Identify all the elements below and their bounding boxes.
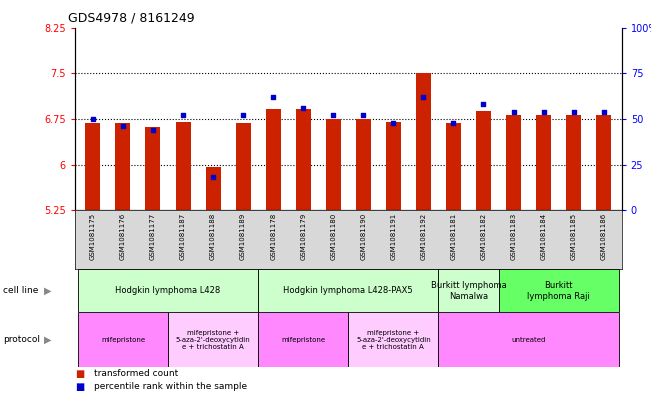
Text: ■: ■ bbox=[75, 382, 84, 392]
Text: protocol: protocol bbox=[3, 336, 40, 344]
Bar bbox=[476, 111, 491, 210]
Text: GSM1081181: GSM1081181 bbox=[450, 213, 456, 261]
Point bbox=[328, 112, 339, 118]
Point bbox=[208, 174, 218, 180]
Bar bbox=[356, 119, 371, 210]
Point bbox=[148, 127, 158, 133]
Text: transformed count: transformed count bbox=[94, 369, 178, 378]
Bar bbox=[78, 312, 168, 367]
Text: GDS4978 / 8161249: GDS4978 / 8161249 bbox=[68, 12, 195, 25]
Bar bbox=[326, 119, 340, 210]
Bar bbox=[176, 122, 191, 210]
Text: ▶: ▶ bbox=[44, 286, 52, 296]
Text: GSM1081183: GSM1081183 bbox=[510, 213, 516, 261]
Point bbox=[388, 119, 398, 126]
Bar bbox=[446, 123, 461, 210]
Text: mifepristone: mifepristone bbox=[101, 337, 145, 343]
Text: GSM1081190: GSM1081190 bbox=[360, 213, 367, 261]
Point bbox=[598, 108, 609, 115]
Text: Hodgkin lymphoma L428: Hodgkin lymphoma L428 bbox=[115, 286, 221, 295]
Bar bbox=[145, 127, 161, 210]
Bar bbox=[499, 269, 618, 312]
Bar bbox=[386, 122, 401, 210]
Text: GSM1081178: GSM1081178 bbox=[270, 213, 276, 261]
Bar bbox=[168, 312, 258, 367]
Bar bbox=[536, 115, 551, 210]
Text: GSM1081189: GSM1081189 bbox=[240, 213, 246, 261]
Text: GSM1081179: GSM1081179 bbox=[300, 213, 306, 261]
Text: percentile rank within the sample: percentile rank within the sample bbox=[94, 382, 247, 391]
Bar bbox=[206, 167, 221, 210]
Text: Hodgkin lymphoma L428-PAX5: Hodgkin lymphoma L428-PAX5 bbox=[283, 286, 413, 295]
Bar bbox=[236, 123, 251, 210]
Point bbox=[418, 94, 428, 100]
Bar bbox=[258, 269, 438, 312]
Bar bbox=[438, 312, 618, 367]
Text: mifepristone: mifepristone bbox=[281, 337, 326, 343]
Point bbox=[238, 112, 248, 118]
Point bbox=[178, 112, 188, 118]
Text: untreated: untreated bbox=[512, 337, 546, 343]
Text: ▶: ▶ bbox=[44, 335, 52, 345]
Text: cell line: cell line bbox=[3, 286, 38, 295]
Text: Burkitt
lymphoma Raji: Burkitt lymphoma Raji bbox=[527, 281, 590, 301]
Point bbox=[478, 101, 489, 107]
Text: GSM1081176: GSM1081176 bbox=[120, 213, 126, 261]
Point bbox=[449, 119, 459, 126]
Text: ■: ■ bbox=[75, 369, 84, 379]
Text: GSM1081175: GSM1081175 bbox=[90, 213, 96, 260]
Bar bbox=[506, 115, 521, 210]
Text: mifepristone +
5-aza-2'-deoxycytidin
e + trichostatin A: mifepristone + 5-aza-2'-deoxycytidin e +… bbox=[356, 330, 431, 350]
Text: GSM1081191: GSM1081191 bbox=[391, 213, 396, 261]
Text: GSM1081177: GSM1081177 bbox=[150, 213, 156, 261]
Point bbox=[268, 94, 279, 100]
Point bbox=[568, 108, 579, 115]
Point bbox=[358, 112, 368, 118]
Text: GSM1081192: GSM1081192 bbox=[421, 213, 426, 260]
Bar bbox=[596, 115, 611, 210]
Text: GSM1081187: GSM1081187 bbox=[180, 213, 186, 261]
Text: GSM1081184: GSM1081184 bbox=[540, 213, 547, 260]
Point bbox=[538, 108, 549, 115]
Text: GSM1081182: GSM1081182 bbox=[480, 213, 486, 260]
Text: GSM1081185: GSM1081185 bbox=[571, 213, 577, 260]
Bar bbox=[296, 108, 311, 210]
Bar bbox=[78, 269, 258, 312]
Bar bbox=[115, 123, 130, 210]
Bar bbox=[258, 312, 348, 367]
Bar bbox=[566, 115, 581, 210]
Point bbox=[508, 108, 519, 115]
Bar bbox=[438, 269, 499, 312]
Text: GSM1081186: GSM1081186 bbox=[601, 213, 607, 261]
Text: mifepristone +
5-aza-2'-deoxycytidin
e + trichostatin A: mifepristone + 5-aza-2'-deoxycytidin e +… bbox=[176, 330, 251, 350]
Point bbox=[118, 123, 128, 129]
Bar bbox=[85, 123, 100, 210]
Text: GSM1081180: GSM1081180 bbox=[330, 213, 337, 261]
Text: GSM1081188: GSM1081188 bbox=[210, 213, 216, 261]
Bar bbox=[416, 73, 431, 210]
Point bbox=[298, 105, 309, 111]
Point bbox=[88, 116, 98, 122]
Bar bbox=[266, 108, 281, 210]
Bar bbox=[348, 312, 438, 367]
Text: Burkitt lymphoma
Namalwa: Burkitt lymphoma Namalwa bbox=[430, 281, 506, 301]
